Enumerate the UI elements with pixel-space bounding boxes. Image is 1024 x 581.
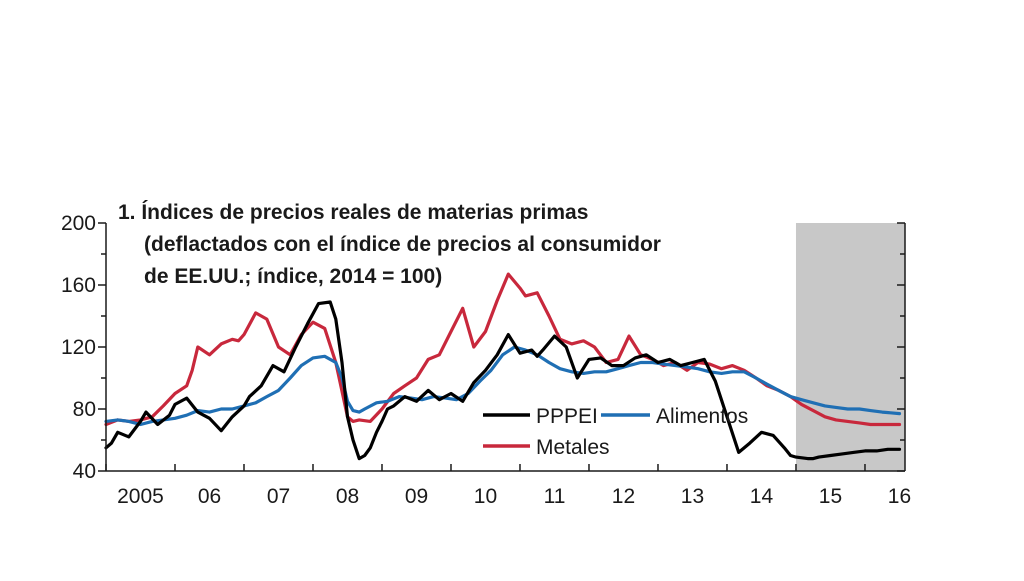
axes-frame bbox=[105, 223, 906, 472]
series-line-pppei bbox=[104, 300, 902, 461]
x-tick-label: 16 bbox=[888, 485, 911, 508]
y-tick-label: 40 bbox=[73, 460, 96, 483]
legend-label-metales: Metales bbox=[536, 436, 610, 459]
y-tick-label: 200 bbox=[61, 212, 96, 235]
x-tick-label: 2005 bbox=[117, 485, 164, 508]
series-lines bbox=[104, 272, 902, 461]
x-tick-label: 11 bbox=[544, 485, 566, 508]
x-tick-label: 06 bbox=[198, 485, 221, 508]
legend-label-pppei: PPPEI bbox=[536, 405, 598, 428]
y-tick-label: 160 bbox=[61, 274, 96, 297]
x-tick-label: 07 bbox=[267, 485, 290, 508]
y-tick-label: 80 bbox=[73, 398, 96, 421]
chart-legend: PPPEI Alimentos Metales bbox=[483, 405, 748, 459]
chart-title-line-3: de EE.UU.; índice, 2014 = 100) bbox=[144, 265, 442, 288]
x-tick-label: 09 bbox=[405, 485, 428, 508]
y-tick-label: 120 bbox=[61, 336, 96, 359]
x-tick-label: 14 bbox=[750, 485, 774, 508]
series-line-alimentos bbox=[104, 345, 902, 427]
projection-shaded-region bbox=[795, 223, 905, 471]
axis-ticks: 40 80 120 160 200 2005 06 07 08 09 10 11 12 13 14 15 16 bbox=[61, 212, 911, 508]
x-tick-label: 13 bbox=[681, 485, 704, 508]
chart-title-line-2: (deflactados con el índice de precios al… bbox=[144, 233, 661, 256]
x-tick-label: 15 bbox=[819, 485, 842, 508]
legend-label-alimentos: Alimentos bbox=[656, 405, 748, 428]
series-line-metales bbox=[104, 272, 902, 427]
x-tick-label: 12 bbox=[612, 485, 635, 508]
x-tick-label: 10 bbox=[474, 485, 497, 508]
chart-title-line-1: 1. Índices de precios reales de materias… bbox=[118, 201, 588, 224]
chart-title: 1. Índices de precios reales de materias… bbox=[118, 201, 661, 288]
x-tick-label: 08 bbox=[336, 485, 359, 508]
